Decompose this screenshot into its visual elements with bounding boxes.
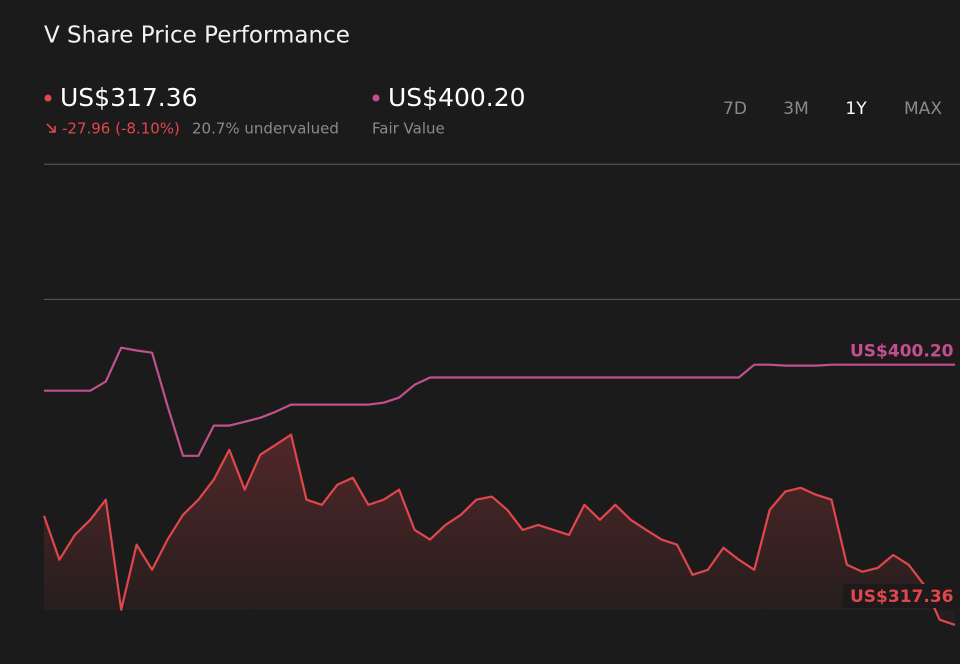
range-button[interactable]: 1Y (845, 99, 867, 119)
down-arrow (46, 123, 56, 133)
fair-value-headline: US$400.20 (388, 83, 526, 112)
chart-title: V Share Price Performance (44, 23, 350, 49)
legend-label: Fair Value (372, 120, 445, 138)
range-button[interactable]: 3M (783, 99, 808, 119)
price-headline: US$317.36 (60, 83, 198, 112)
end-label-box (843, 338, 960, 363)
end-label-box (843, 584, 960, 608)
legend-dot (372, 94, 380, 102)
end-labels: US$317.36 US$400.20 (843, 338, 960, 608)
line (42, 433, 956, 626)
area (44, 434, 955, 625)
legend-dot (44, 94, 52, 102)
range-button[interactable]: MAX (904, 99, 942, 119)
price-change: -27.96 (-8.10%) (62, 120, 180, 138)
line (44, 346, 955, 457)
plot (42, 163, 960, 626)
range-selector: 7D 3M 1Y MAX (723, 99, 942, 119)
valuation: 20.7% undervalued (192, 120, 339, 138)
end-label: US$317.36 (850, 587, 953, 607)
end-label: US$400.20 (850, 342, 954, 362)
range-button[interactable]: 7D (723, 99, 747, 119)
